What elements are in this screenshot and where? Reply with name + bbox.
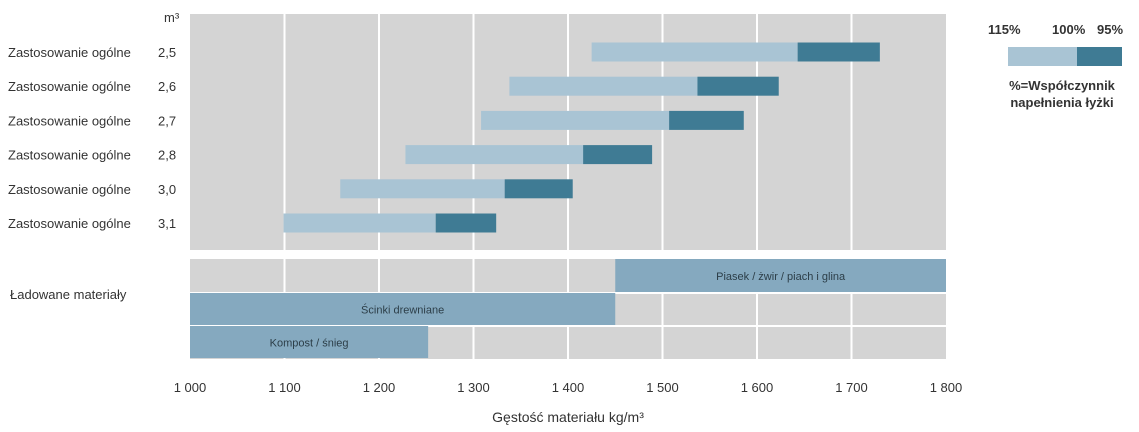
bucket-row-name: Zastosowanie ogólne (8, 216, 131, 231)
bucket-row-name: Zastosowanie ogólne (8, 79, 131, 94)
bar-segment-100-95 (669, 110, 744, 130)
bucket-row-volume: 3,1 (158, 216, 176, 231)
bucket-row-name: Zastosowanie ogólne (8, 148, 131, 163)
materials-group-label: Ładowane materiały (10, 287, 127, 302)
bar-segment-115-100 (283, 213, 436, 233)
bucket-row-name: Zastosowanie ogólne (8, 113, 131, 128)
bucket-row-volume: 3,0 (158, 182, 176, 197)
bar-segment-100-95 (797, 42, 880, 62)
bucket-row-name: Zastosowanie ogólne (8, 182, 131, 197)
bar-segment-100-95 (583, 145, 653, 165)
material-bar (190, 326, 429, 358)
x-tick-label: 1 800 (930, 380, 963, 395)
legend-label-95: 95% (1097, 22, 1123, 37)
unit-label: m³ (164, 10, 180, 25)
x-tick-label: 1 300 (457, 380, 490, 395)
x-tick-label: 1 200 (363, 380, 396, 395)
material-bar-label: Kompost / śnieg (270, 338, 349, 350)
bar-segment-115-100 (405, 145, 584, 165)
legend-swatch-light (1008, 47, 1077, 66)
material-bar-label: Ścinki drewniane (361, 304, 444, 317)
x-tick-label: 1 700 (835, 380, 868, 395)
x-tick-label: 1 000 (174, 380, 207, 395)
legend-caption-line1: %=Współczynnik (1009, 78, 1116, 93)
x-tick-label: 1 600 (741, 380, 774, 395)
legend: 115% 100% 95% %=Współczynnik napełnienia… (988, 22, 1123, 110)
x-tick-label: 1 500 (646, 380, 679, 395)
bar-segment-100-95 (435, 213, 497, 233)
bucket-row-volume: 2,7 (158, 113, 176, 128)
legend-caption-line2: napełnienia łyżki (1010, 95, 1113, 110)
material-bar-label: Piasek / żwir / piach i glina (716, 271, 846, 283)
x-tick-labels: 1 000 1 100 1 200 1 300 1 400 1 500 1 600 1 700… (174, 380, 963, 395)
bar-segment-115-100 (509, 76, 698, 96)
bar-segment-100-95 (504, 179, 573, 199)
x-tick-label: 1 100 (268, 380, 301, 395)
legend-swatch-dark (1077, 47, 1122, 66)
legend-label-100: 100% (1052, 22, 1086, 37)
legend-label-115: 115% (988, 22, 1021, 37)
material-bar (190, 293, 616, 325)
row-labels: Zastosowanie ogólne 2,5 Zastosowanie ogóln… (8, 45, 176, 231)
bucket-row-name: Zastosowanie ogólne (8, 45, 131, 60)
bucket-row-volume: 2,5 (158, 45, 176, 60)
bar-segment-115-100 (481, 110, 670, 130)
x-axis-label: Gęstość materiału kg/m³ (492, 409, 644, 425)
material-bar (615, 259, 946, 292)
bucket-bars (283, 42, 880, 233)
bar-segment-115-100 (340, 179, 505, 199)
x-tick-label: 1 400 (552, 380, 585, 395)
bucket-row-volume: 2,6 (158, 79, 176, 94)
bar-segment-115-100 (591, 42, 798, 62)
bucket-row-volume: 2,8 (158, 148, 176, 163)
bar-segment-100-95 (697, 76, 779, 96)
material-bars: Piasek / żwir / piach i glina Ścinki drew… (190, 259, 946, 358)
